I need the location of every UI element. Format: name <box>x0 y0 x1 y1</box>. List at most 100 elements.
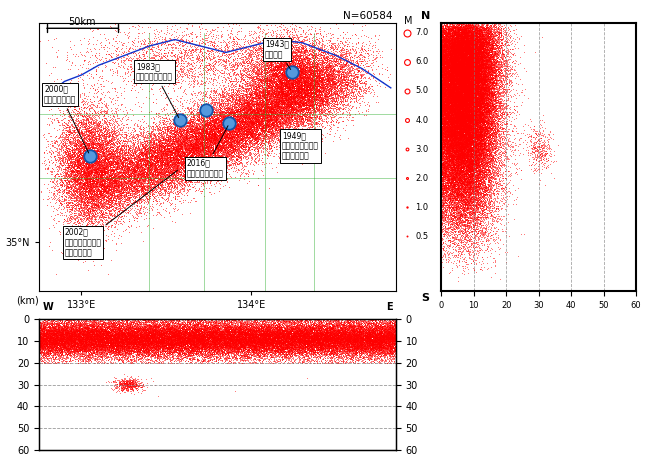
Point <box>471 46 481 54</box>
Point <box>472 112 482 120</box>
Point <box>449 153 459 160</box>
Point <box>108 159 118 166</box>
Point <box>225 99 235 107</box>
Point <box>442 47 452 55</box>
Point <box>210 105 221 112</box>
Point <box>225 141 235 149</box>
Point <box>450 121 461 128</box>
Point <box>34 321 45 329</box>
Point <box>482 39 493 46</box>
Point <box>240 325 251 333</box>
Point <box>483 37 493 44</box>
Point <box>280 111 290 119</box>
Point <box>442 162 452 170</box>
Point <box>177 137 188 144</box>
Point <box>461 125 472 132</box>
Point <box>482 87 492 94</box>
Point <box>483 110 493 118</box>
Point <box>210 148 220 156</box>
Point <box>447 127 457 134</box>
Point <box>263 336 273 343</box>
Point <box>451 89 461 96</box>
Point <box>91 328 101 336</box>
Point <box>371 332 381 339</box>
Point <box>58 333 68 340</box>
Point <box>117 113 128 121</box>
Point <box>143 129 154 137</box>
Point <box>98 183 108 191</box>
Point <box>345 340 355 347</box>
Point <box>318 58 328 65</box>
Point <box>302 328 313 336</box>
Point <box>450 101 461 108</box>
Point <box>120 159 130 166</box>
Point <box>469 95 479 102</box>
Point <box>103 121 114 128</box>
Point <box>460 71 471 78</box>
Point <box>82 176 92 183</box>
Point <box>40 325 51 333</box>
Point <box>453 31 463 39</box>
Point <box>86 153 97 161</box>
Point <box>458 82 469 90</box>
Point <box>208 347 219 354</box>
Point <box>263 316 274 324</box>
Point <box>95 325 106 333</box>
Point <box>263 53 274 60</box>
Point <box>173 142 184 150</box>
Point <box>449 113 459 121</box>
Point <box>173 144 183 151</box>
Point <box>228 85 238 93</box>
Point <box>454 144 464 151</box>
Point <box>61 199 71 206</box>
Point <box>476 209 487 217</box>
Point <box>470 142 480 149</box>
Point <box>463 64 474 72</box>
Point <box>224 352 234 359</box>
Point <box>343 321 353 328</box>
Point <box>247 125 258 133</box>
Point <box>239 341 249 348</box>
Point <box>75 151 86 159</box>
Point <box>488 136 498 144</box>
Point <box>484 75 494 83</box>
Point <box>455 103 465 111</box>
Point <box>116 332 127 339</box>
Point <box>78 356 88 363</box>
Point <box>297 74 308 82</box>
Point <box>473 173 484 180</box>
Point <box>88 332 99 340</box>
Point <box>469 61 479 69</box>
Point <box>471 79 482 86</box>
Point <box>87 161 97 168</box>
Point <box>456 34 466 42</box>
Point <box>233 324 243 331</box>
Point <box>321 69 332 77</box>
Point <box>122 116 132 123</box>
Point <box>467 57 478 64</box>
Point <box>322 340 332 348</box>
Point <box>67 341 77 348</box>
Point <box>137 340 147 348</box>
Point <box>437 85 447 92</box>
Point <box>454 65 465 72</box>
Point <box>477 145 487 153</box>
Point <box>154 333 164 340</box>
Point <box>317 109 327 117</box>
Point <box>150 157 160 165</box>
Point <box>330 339 341 347</box>
Point <box>459 73 470 81</box>
Point <box>236 333 247 341</box>
Point <box>208 124 218 131</box>
Point <box>313 349 323 357</box>
Point <box>62 128 73 136</box>
Point <box>114 207 124 215</box>
Point <box>91 175 101 182</box>
Point <box>482 163 492 170</box>
Point <box>252 125 262 133</box>
Point <box>114 333 125 340</box>
Point <box>360 327 371 334</box>
Point <box>471 63 481 70</box>
Point <box>437 89 448 97</box>
Point <box>271 150 281 158</box>
